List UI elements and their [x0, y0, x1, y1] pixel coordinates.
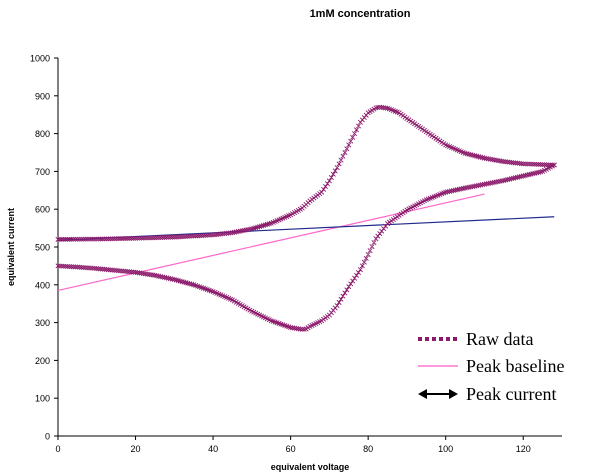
plot-area	[57, 58, 562, 437]
y-tick-label: 800	[35, 129, 50, 139]
x-axis-label: equivalent voltage	[271, 462, 350, 472]
x-tick-label: 80	[363, 444, 373, 454]
legend-item-raw-data: Raw data	[418, 329, 533, 349]
y-tick-label: 0	[45, 432, 50, 442]
legend-item-peak-current: Peak current	[418, 384, 556, 404]
y-axis-ticks: 0 100 200 300 400 500 600 700 800 900 1000	[30, 54, 58, 442]
y-tick-label: 1000	[30, 54, 50, 64]
x-tick-label: 120	[516, 444, 531, 454]
y-tick-label: 600	[35, 205, 50, 215]
x-tick-label: 60	[286, 444, 296, 454]
series-line-1	[57, 193, 485, 292]
y-tick-label: 300	[35, 318, 50, 328]
legend-label-raw-data: Raw data	[466, 329, 533, 349]
raw-data-reverse-markers	[55, 162, 557, 332]
arrow-head-left	[418, 389, 427, 399]
y-tick-label: 400	[35, 280, 50, 290]
y-tick-label: 500	[35, 243, 50, 253]
chart-title: 1mM concentration	[310, 8, 411, 20]
legend-label-peak-baseline: Peak baseline	[466, 356, 564, 376]
raw-data-forward-markers	[55, 104, 557, 242]
legend: Raw data Peak baseline Peak current	[418, 329, 564, 404]
y-tick-label: 100	[35, 394, 50, 404]
y-tick-label: 200	[35, 356, 50, 366]
y-axis-label: equivalent current	[6, 208, 16, 286]
y-tick-label: 700	[35, 167, 50, 177]
series-layer	[55, 104, 557, 332]
arrow-head-right	[449, 389, 458, 399]
y-tick-label: 900	[35, 91, 50, 101]
x-tick-label: 40	[208, 444, 218, 454]
x-tick-label: 0	[55, 444, 60, 454]
legend-item-peak-baseline: Peak baseline	[418, 356, 564, 376]
legend-label-peak-current: Peak current	[466, 384, 556, 404]
x-axis-ticks: 0 20 40 60 80 100 120	[55, 436, 531, 454]
x-tick-label: 100	[438, 444, 453, 454]
x-tick-label: 20	[131, 444, 141, 454]
